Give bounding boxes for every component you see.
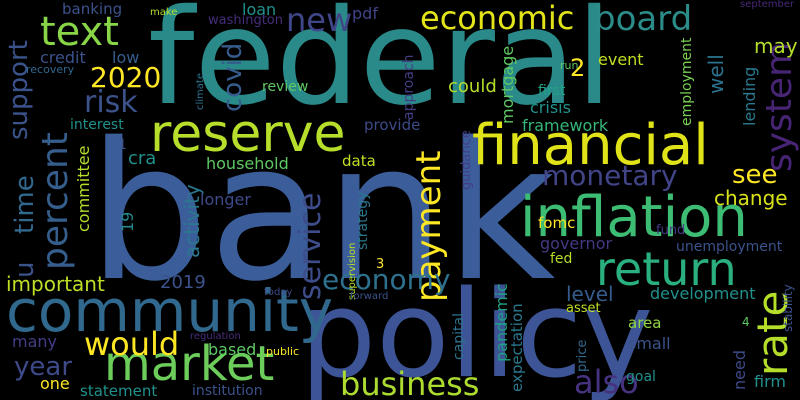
word-change: change [714, 186, 788, 210]
word-forward: forward [350, 291, 389, 302]
word-crisis: crisis [530, 98, 571, 117]
word-review: review [262, 79, 309, 95]
word-event: event [598, 50, 644, 69]
word-new: new [286, 1, 353, 39]
word-year: year [14, 352, 73, 382]
word-covid: covid [218, 42, 248, 112]
word-monetary: monetary [542, 159, 678, 192]
word-framework: framework [522, 116, 609, 135]
word-regulation: regulation [190, 331, 241, 342]
word-return: return [596, 242, 737, 296]
word-see: see [732, 160, 778, 190]
word-longer: longer [200, 190, 251, 209]
word-cra: cra [128, 148, 157, 169]
word-level: level [566, 282, 614, 306]
word-public: public [266, 345, 300, 358]
word-board: board [594, 0, 693, 39]
word-asset: asset [566, 301, 601, 316]
word-service: service [293, 192, 328, 300]
word-time: time [10, 175, 40, 234]
word-area: area [628, 314, 662, 332]
word-banking: banking [62, 0, 123, 18]
word-capital: capital [451, 312, 467, 360]
word-strategy: strategy [355, 191, 371, 250]
word-statement: statement [80, 382, 158, 400]
word-today: today [264, 287, 293, 298]
word-inflation: inflation [520, 185, 748, 250]
word-firm: firm [754, 372, 786, 391]
word-fed: fed [550, 251, 573, 267]
word-expectation: expectation [508, 303, 526, 392]
word-2: 2 [570, 54, 586, 82]
word-first: first [538, 83, 566, 99]
word-september: september [740, 0, 795, 10]
word-many: many [12, 332, 57, 351]
word-employment: employment [679, 37, 695, 127]
word-run: run [560, 59, 579, 72]
word-percent: percent [35, 132, 76, 270]
word-2020: 2020 [90, 61, 162, 94]
word-low: low [112, 48, 140, 67]
word-guidance: guidance [459, 130, 474, 190]
word-price: price [575, 339, 590, 372]
word-may: may [754, 34, 798, 58]
word-text: text [40, 9, 119, 55]
word-one: one [40, 374, 70, 393]
word-development: development [650, 284, 756, 303]
word-pdf: pdf [352, 4, 378, 23]
word-economy: economy [322, 263, 451, 296]
word-support: support [4, 40, 34, 140]
word-19: 19 [118, 211, 137, 232]
word-reserve: reserve [150, 104, 346, 164]
word-institution: institution [192, 383, 263, 399]
word-washington: washington [208, 13, 284, 28]
word-goal: goal [626, 369, 656, 385]
word-also: also [574, 363, 639, 400]
word-economic: economic [420, 0, 575, 37]
word-important: important [6, 272, 105, 296]
word-fomc: fomc [538, 214, 576, 232]
word-3: 3 [376, 257, 385, 272]
word-well: well [704, 54, 728, 94]
word-approach: approach [401, 54, 417, 120]
word-bank: bank [88, 102, 556, 323]
word-would: would [84, 325, 180, 363]
word-financial: financial [472, 113, 709, 178]
word-2019: 2019 [160, 272, 206, 293]
word-market: market [104, 336, 275, 392]
word-lending: lending [740, 66, 759, 126]
word-based: based [208, 340, 257, 359]
word-mortgage: mortgage [498, 45, 517, 124]
word-provide: provide [364, 116, 421, 134]
word-fund: fund [656, 223, 686, 238]
word-committee: committee [74, 145, 93, 232]
word-community: community [6, 277, 334, 345]
word-4: 4 [742, 315, 750, 329]
word-business: business [340, 365, 480, 400]
word-make: make [150, 7, 178, 18]
word-unemployment: unemployment [676, 239, 783, 255]
word-policy: policy [300, 266, 654, 400]
word-system: system [759, 41, 800, 172]
word-climate: climate [195, 73, 206, 110]
word-risk: risk [84, 85, 138, 120]
word-could: could [448, 76, 497, 97]
word-1: 1 [118, 137, 127, 153]
word-interest: interest [70, 117, 124, 133]
word-loan: loan [242, 0, 277, 19]
word-household: household [206, 154, 289, 173]
word-activity: activity [180, 184, 204, 258]
word-small: small [628, 334, 671, 353]
word-federal: federal [148, 0, 613, 135]
word-need: need [730, 350, 749, 390]
word-recovery: recovery [26, 63, 75, 76]
word-credit: credit [40, 48, 86, 67]
word-data: data [342, 152, 376, 170]
word-governor: governor [540, 234, 613, 253]
word-stability: stability [781, 284, 795, 332]
